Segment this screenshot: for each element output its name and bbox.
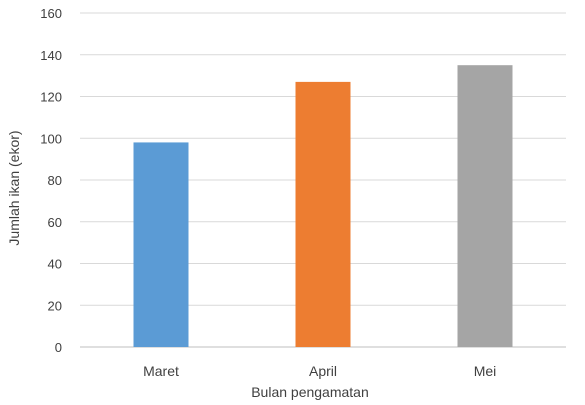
y-axis-title: Jumlah ikan (ekor)	[6, 130, 22, 245]
x-category-labels: Maret April Mei	[143, 363, 496, 379]
y-tick-label: 120	[40, 90, 62, 105]
x-tick-label: April	[309, 363, 337, 379]
x-tick-label: Maret	[143, 363, 179, 379]
x-axis-title: Bulan pengamatan	[251, 384, 369, 400]
y-tick-label: 20	[48, 298, 62, 313]
y-tick-label: 40	[48, 257, 62, 272]
x-tick-label: Mei	[474, 363, 497, 379]
bar-mei	[457, 65, 513, 347]
y-tick-label: 160	[40, 6, 62, 21]
bar-april	[295, 81, 351, 347]
y-tick-label: 0	[55, 340, 62, 355]
bars	[133, 65, 513, 347]
bar-maret	[133, 142, 189, 347]
y-tick-label: 140	[40, 48, 62, 63]
y-tick-label: 60	[48, 215, 62, 230]
y-tick-label: 80	[48, 173, 62, 188]
y-tick-labels: 0 20 40 60 80 100 120 140 160	[40, 6, 62, 355]
y-tick-label: 100	[40, 131, 62, 146]
